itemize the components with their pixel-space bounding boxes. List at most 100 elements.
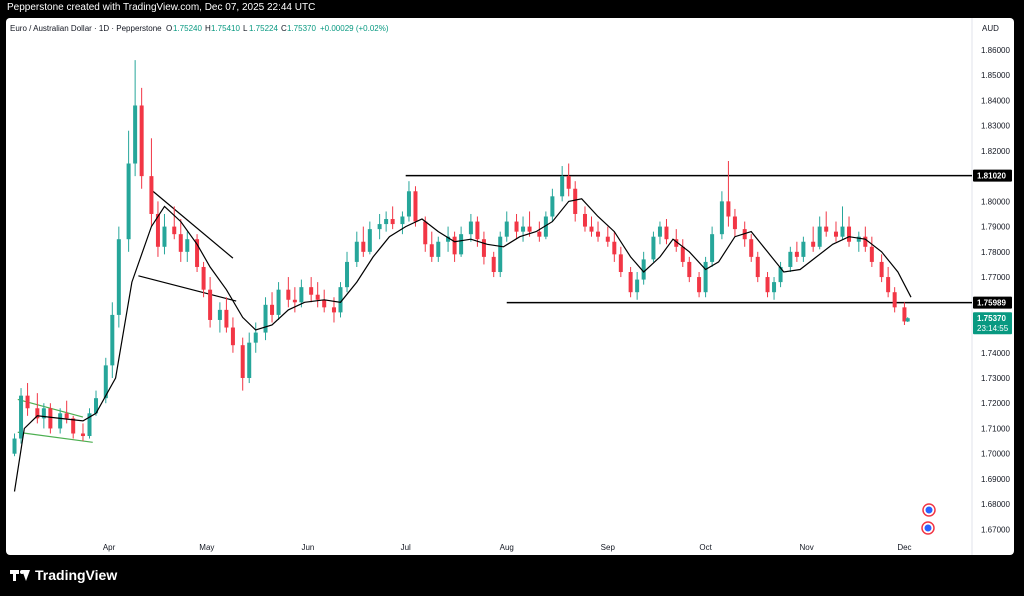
candle-body [801,241,806,257]
candle-body [345,261,350,288]
candle-body [481,239,486,257]
x-tick-label: Nov [800,543,814,552]
candle-body [94,398,99,414]
candle-body [263,304,268,333]
candle-body [423,221,428,245]
candle-body [406,191,411,217]
candle-body [641,259,646,280]
candle-body [87,413,92,437]
tradingview-logo-text: TradingView [35,567,118,583]
moving-average-line [13,198,912,492]
indicator-icons[interactable] [921,503,936,535]
candle-body [436,241,441,257]
candle-body [195,239,200,267]
y-tick-label: 1.79000 [981,223,1010,232]
candle-body [276,289,281,315]
legend-open-label: O [166,24,172,33]
candle-body [879,261,884,278]
candle-body [185,239,190,252]
candle-body [628,272,633,293]
candle-body [833,231,838,237]
candle-body [811,241,816,247]
candle-body [886,277,891,293]
candle-body [732,216,737,230]
x-tick-label: Dec [897,543,911,552]
candle-body [504,221,509,237]
candle-body [902,307,907,322]
candle-body [322,299,327,308]
candle-body [664,226,669,240]
candle-body [377,224,382,230]
candle-body [309,287,314,295]
y-tick-label: 1.69000 [981,475,1010,484]
chart-frame[interactable]: Euro / Australian Dollar · 1D · Pepperst… [6,18,1014,555]
flag-icon-inner [925,506,933,514]
y-tick-label: 1.78000 [981,248,1010,257]
candle-body [110,314,115,366]
currency-label: AUD [982,24,999,33]
header-credit-text: Pepperstone created with TradingView.com… [7,2,316,13]
candle-body [589,226,594,232]
candle-body [230,327,235,346]
candle-body [25,395,30,409]
tradingview-logo[interactable]: TradingView [10,567,117,583]
price-axis[interactable]: 1.860001.850001.840001.830001.820001.810… [981,46,1010,534]
candle-body [905,318,910,322]
candle-body [162,226,167,247]
candle-body [80,433,85,437]
candle-body [331,307,336,313]
candle-body [537,231,542,237]
candle-body [292,299,297,303]
candle-body [299,287,304,303]
x-tick-label: Oct [699,543,712,552]
current-price-value: 1.75370 [977,314,1006,323]
candle-body [635,279,640,293]
candle-body [468,221,473,235]
candle-body [892,292,897,308]
candle-body [247,342,252,378]
candle-body [133,105,138,164]
time-axis[interactable]: Apr May Jun Jul Aug Sep Oct Nov Dec [103,543,912,552]
globe-icon-inner [924,524,932,532]
candle-body [217,309,222,320]
candle-body [354,241,359,262]
legend-open-value: 1.75240 [173,24,202,33]
candle-body [361,241,366,252]
candle-body [149,176,154,214]
current-price-countdown: 23:14:55 [977,324,1009,333]
candle-body [847,226,852,242]
candle-body [794,251,799,257]
candle-body [514,221,519,232]
candle-body [817,226,822,247]
candle-body [788,251,793,267]
candle-body [12,438,17,454]
candle-body [452,236,457,255]
candle-body [64,413,69,419]
candle-body [869,246,874,262]
candlestick-chart[interactable]: Euro / Australian Dollar · 1D · Pepperst… [6,18,1014,555]
price-level-label: 1.75989 [977,299,1006,308]
legend-low-value: 1.75224 [249,24,278,33]
candle-body [338,287,343,313]
candle-body [596,231,601,237]
candle-body [674,239,679,247]
candle-body [543,216,548,237]
price-level-label-bg [973,296,1012,309]
current-price-label-bg [973,312,1012,335]
candle-body [155,213,160,247]
candle-body [400,216,405,225]
candle-body [498,236,503,273]
x-tick-label: Aug [500,543,514,552]
y-tick-label: 1.73000 [981,374,1010,383]
candle-body [778,266,783,283]
tradingview-logo-icon [10,569,30,581]
candle-body [208,289,213,320]
header-credit-bar: Pepperstone created with TradingView.com… [0,0,1024,16]
candle-body [71,418,76,434]
candle-body [384,219,389,225]
candle-body [605,236,610,242]
y-tick-label: 1.70000 [981,450,1010,459]
candle-body [573,188,578,214]
candle-body [390,219,395,225]
candle-body [459,234,464,255]
